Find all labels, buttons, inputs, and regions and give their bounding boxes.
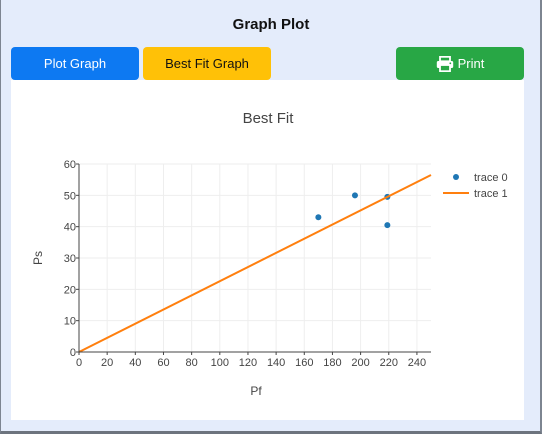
y-tick-label: 10: [64, 316, 76, 328]
graph-panel: 0 20 40 60 80 100 120 140 160 180 200 220 240 0 10 20 30…: [11, 80, 524, 420]
fit-line: [78, 174, 432, 353]
grid-layer: [79, 163, 431, 352]
chart-title: Best Fit: [243, 110, 295, 127]
y-tick-label: 50: [64, 190, 76, 202]
x-tick-label: 120: [239, 357, 257, 369]
series-layer: [78, 174, 432, 353]
y-tick-label: 20: [64, 284, 76, 296]
x-tick-label: 100: [211, 357, 229, 369]
print-button[interactable]: Print: [396, 47, 524, 80]
y-tick-label: 30: [64, 253, 76, 265]
plot-graph-button[interactable]: Plot Graph: [11, 47, 139, 80]
y-tick-label: 40: [64, 222, 76, 234]
axis-layer: 0 20 40 60 80 100 120 140 160 180 200 220 240 0 10 20 30…: [64, 159, 431, 369]
scatter-point: [351, 192, 358, 199]
print-button-label: Print: [457, 56, 485, 71]
x-tick-label: 160: [295, 357, 313, 369]
scatter-point: [315, 214, 322, 221]
x-tick-label: 0: [76, 357, 82, 369]
x-tick-label: 60: [157, 357, 169, 369]
best-fit-graph-button[interactable]: Best Fit Graph: [143, 47, 271, 80]
y-tick-label: 0: [70, 347, 76, 359]
x-tick-label: 220: [380, 357, 398, 369]
x-tick-label: 180: [323, 357, 341, 369]
printer-icon: [436, 55, 453, 72]
x-axis-label: Pf: [250, 384, 262, 398]
legend-marker-swatch: [453, 174, 459, 180]
x-tick-label: 40: [129, 357, 141, 369]
x-tick-label: 240: [408, 357, 426, 369]
best-fit-chart: 0 20 40 60 80 100 120 140 160 180 200 220 240 0 10 20 30…: [31, 110, 508, 398]
x-tick-label: 80: [186, 357, 198, 369]
x-tick-label: 20: [101, 357, 113, 369]
x-tick-label: 140: [267, 357, 285, 369]
chart-legend[interactable]: trace 0 trace 1: [443, 172, 508, 200]
scatter-point: [384, 222, 391, 229]
x-tick-label: 200: [351, 357, 369, 369]
y-axis-label: Ps: [31, 251, 45, 265]
y-tick-label: 60: [64, 159, 76, 171]
page-title: Graph Plot: [232, 16, 310, 33]
legend-item-label[interactable]: trace 0: [474, 172, 508, 184]
legend-item-label[interactable]: trace 1: [474, 188, 508, 200]
